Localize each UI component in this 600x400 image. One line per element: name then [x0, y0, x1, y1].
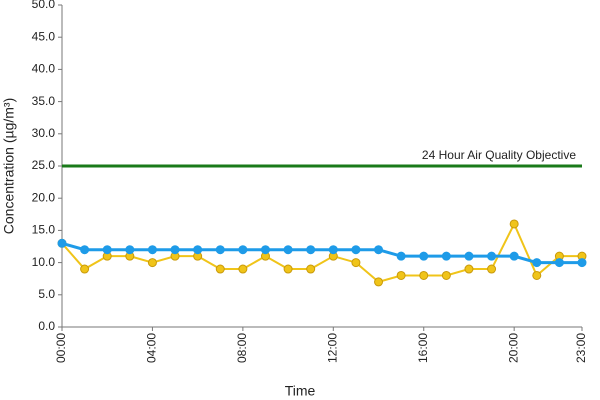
data-point [441, 270, 451, 280]
data-point [215, 264, 225, 274]
data-point [328, 245, 338, 255]
data-point [238, 245, 248, 255]
data-point [441, 251, 451, 261]
data-point [577, 258, 587, 268]
data-point [283, 245, 293, 255]
x-tick-label: 00:00 [54, 333, 68, 363]
data-point [57, 238, 67, 248]
x-tick-label: 08:00 [235, 333, 249, 363]
reference-label: 24 Hour Air Quality Objective [422, 148, 576, 162]
data-point [509, 219, 519, 229]
data-point [283, 264, 293, 274]
y-tick-label: 15.0 [32, 223, 56, 237]
data-point [374, 245, 384, 255]
data-point [147, 245, 157, 255]
data-point [306, 245, 316, 255]
data-point [147, 258, 157, 268]
y-tick-label: 30.0 [32, 126, 56, 140]
y-tick-label: 40.0 [32, 62, 56, 76]
data-point [260, 245, 270, 255]
data-point [306, 264, 316, 274]
data-point [487, 264, 497, 274]
data-point [396, 270, 406, 280]
y-tick-label: 10.0 [32, 255, 56, 269]
x-tick-label: 23:00 [574, 333, 588, 363]
data-point [125, 245, 135, 255]
data-point [554, 258, 564, 268]
data-point [170, 245, 180, 255]
data-point [102, 245, 112, 255]
y-tick-label: 25.0 [32, 158, 56, 172]
x-tick-label: 20:00 [506, 333, 520, 363]
x-axis-title: Time [285, 383, 316, 399]
y-tick-label: 20.0 [32, 190, 56, 204]
y-tick-label: 0.0 [38, 319, 55, 333]
data-point [419, 270, 429, 280]
data-point [351, 245, 361, 255]
data-point [238, 264, 248, 274]
data-point [80, 245, 90, 255]
data-point [532, 270, 542, 280]
data-point [351, 258, 361, 268]
x-tick-label: 04:00 [145, 333, 159, 363]
y-tick-label: 35.0 [32, 94, 56, 108]
y-tick-label: 5.0 [38, 287, 55, 301]
data-point [215, 245, 225, 255]
data-point [509, 251, 519, 261]
x-tick-label: 16:00 [416, 333, 430, 363]
data-point [487, 251, 497, 261]
y-axis-title: Concentration (µg/m³) [1, 98, 17, 234]
y-tick-label: 50.0 [32, 0, 56, 11]
x-tick-label: 12:00 [325, 333, 339, 363]
data-point [464, 251, 474, 261]
y-tick-label: 45.0 [32, 29, 56, 43]
data-point [396, 251, 406, 261]
data-point [193, 245, 203, 255]
data-point [464, 264, 474, 274]
data-point [374, 277, 384, 287]
data-point [419, 251, 429, 261]
data-point [532, 258, 542, 268]
data-point [80, 264, 90, 274]
series-line [61, 221, 582, 284]
